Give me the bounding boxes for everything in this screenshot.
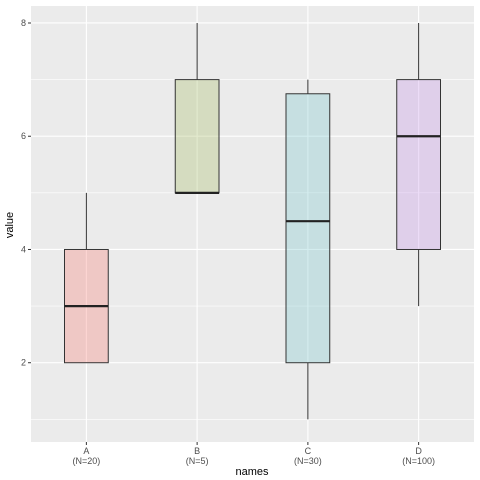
- y-tick-label: 2: [21, 358, 26, 368]
- box-C: [285, 79, 331, 420]
- x-tick-label-D: D: [415, 446, 422, 456]
- plot-panel: [31, 6, 474, 442]
- box-A: [64, 192, 109, 364]
- box-body-B: [174, 79, 220, 194]
- x-axis-title: names: [235, 466, 269, 478]
- x-tick-label-A: A: [83, 446, 89, 456]
- box-B: [174, 22, 220, 194]
- x-tick-sublabel-A: (N=20): [72, 456, 100, 466]
- x-tick-label-C: C: [305, 446, 312, 456]
- x-tick-sublabel-C: (N=30): [294, 456, 322, 466]
- boxes: [64, 22, 441, 420]
- box-body-C: [285, 93, 331, 364]
- x-tick-labels: A(N=20) B(N=5) C(N=30) D(N=100): [72, 442, 435, 466]
- y-tick-label: 8: [21, 18, 26, 28]
- y-tick-labels: 2 4 6 8: [21, 18, 31, 368]
- y-tick-label: 6: [21, 131, 26, 141]
- x-tick-sublabel-D: (N=100): [402, 456, 435, 466]
- x-tick-label-B: B: [194, 446, 200, 456]
- box-D: [396, 22, 441, 307]
- x-tick-sublabel-B: (N=5): [186, 456, 209, 466]
- y-tick-label: 4: [21, 244, 26, 254]
- box-body-D: [396, 79, 441, 250]
- y-axis-title: value: [4, 212, 16, 238]
